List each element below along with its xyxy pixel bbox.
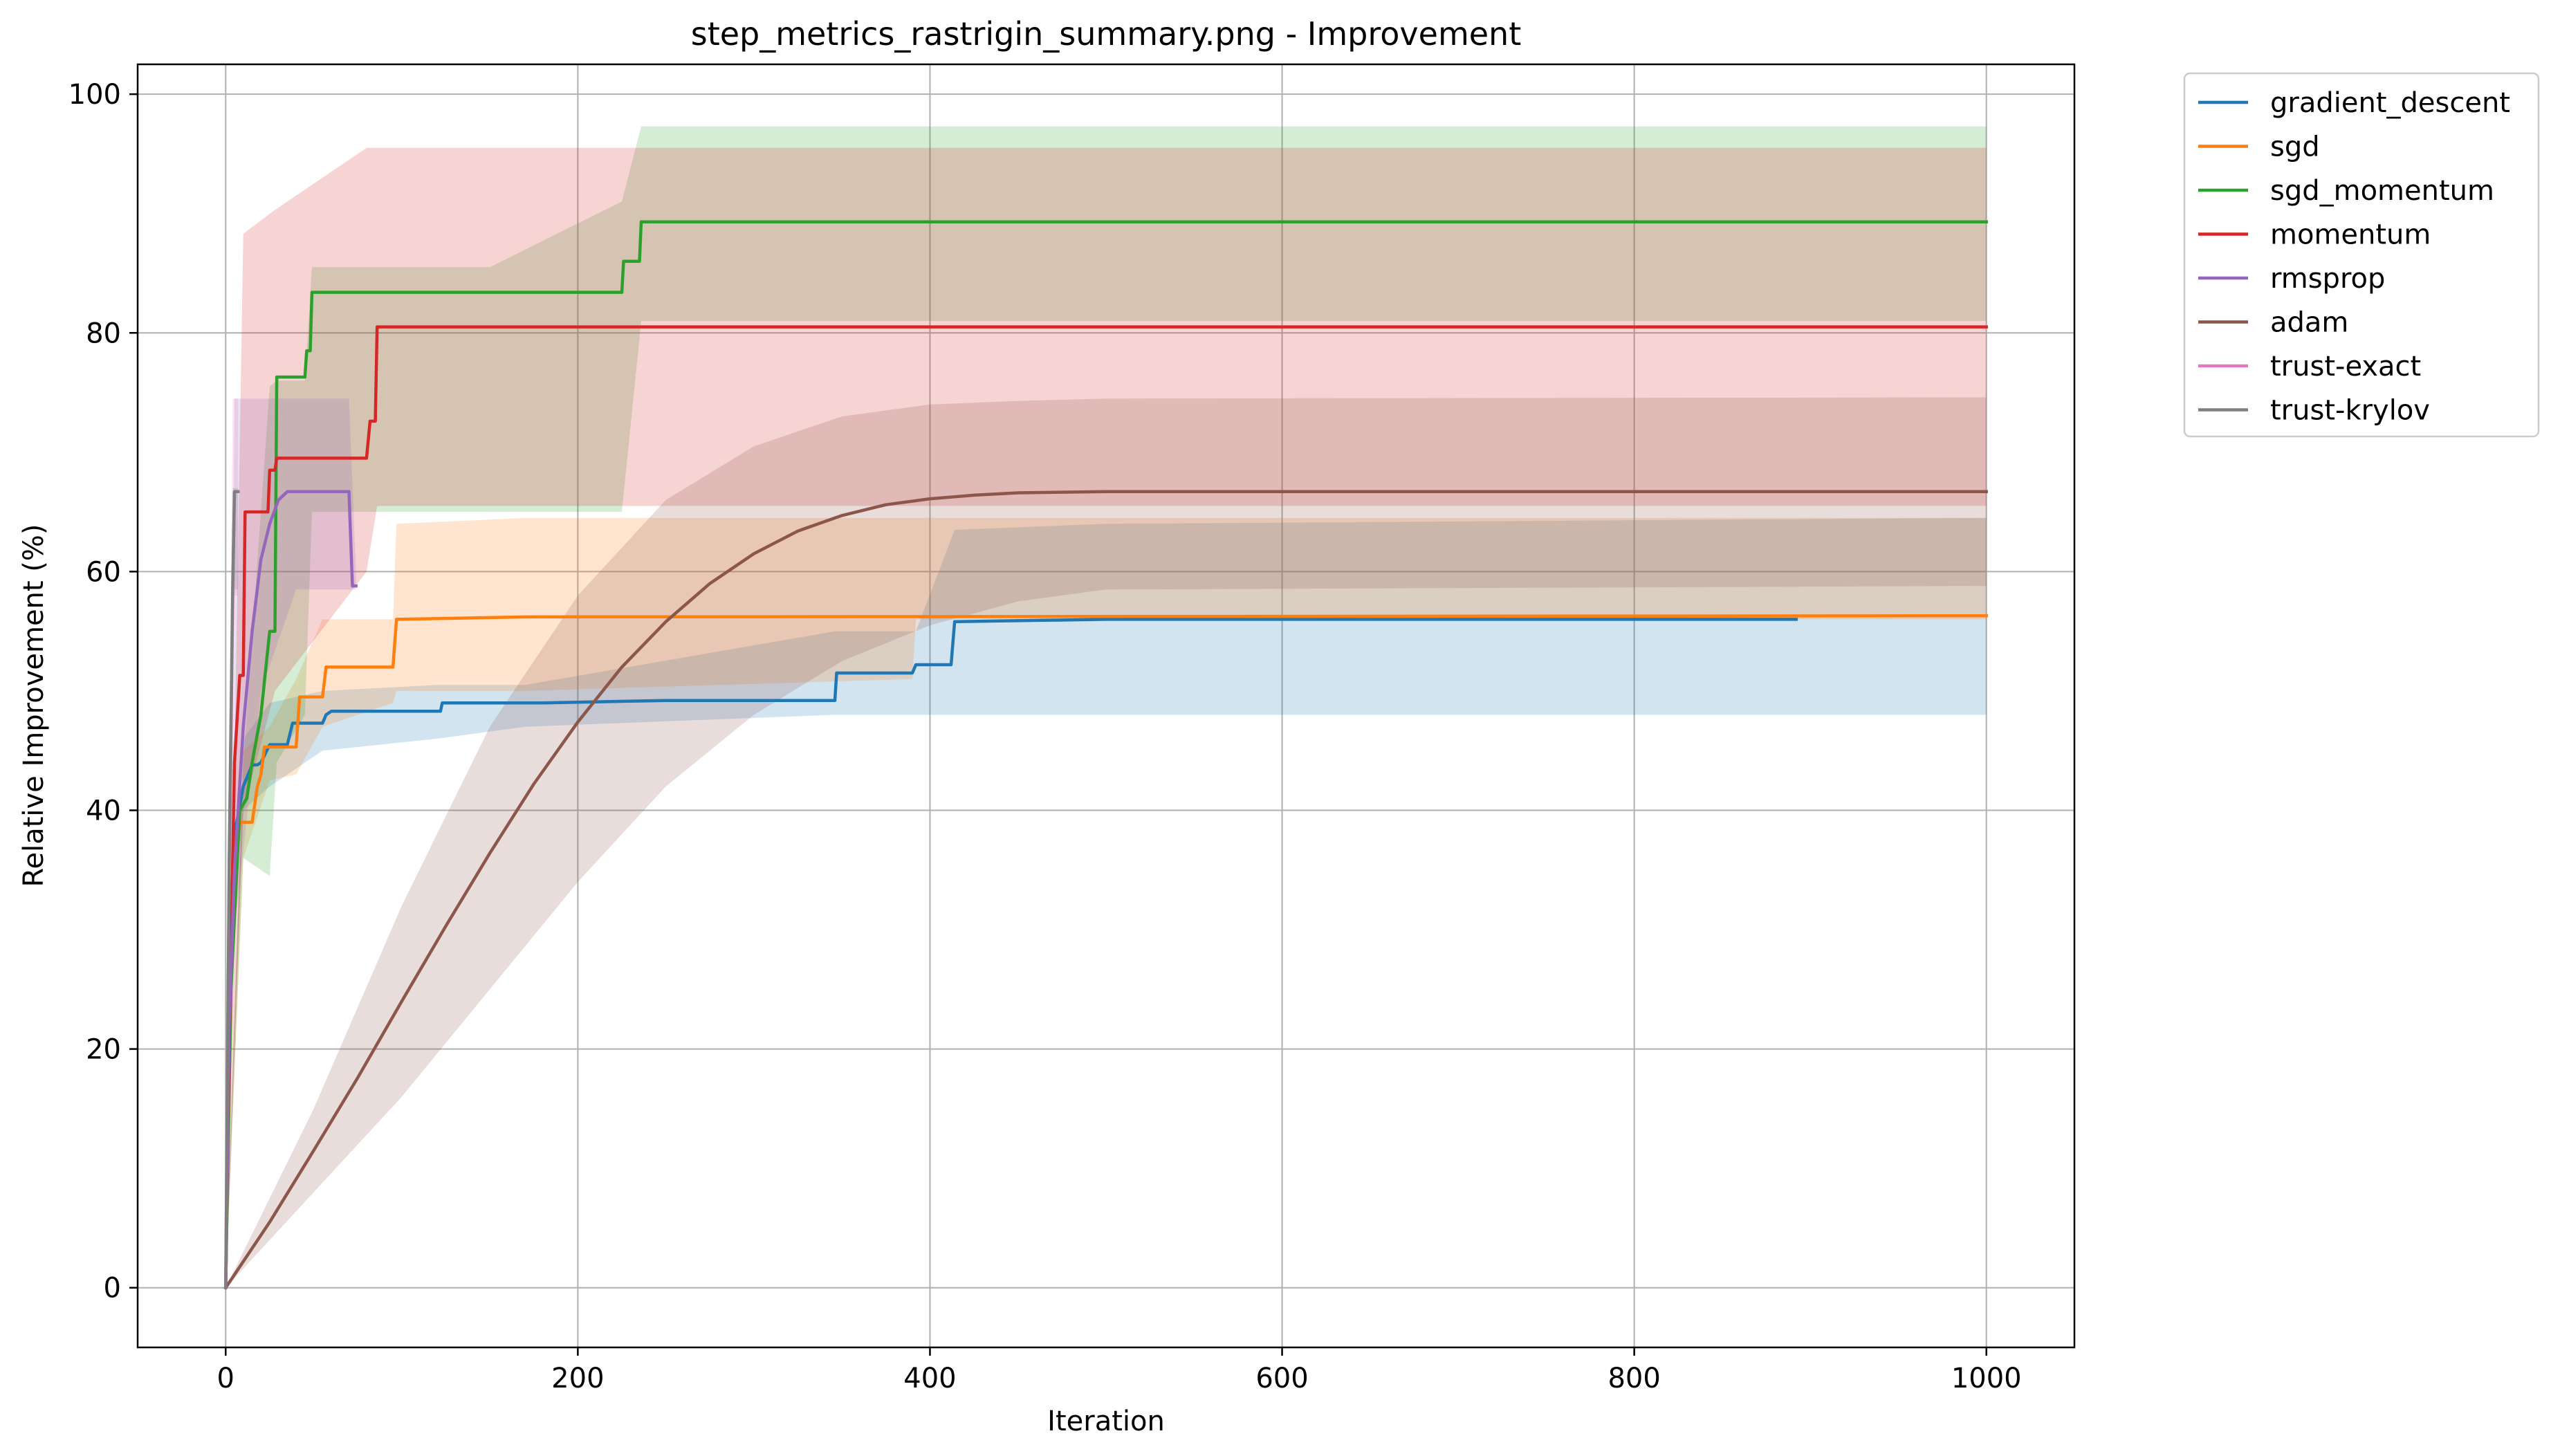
x-tick-label: 800 (1608, 1363, 1660, 1394)
x-tick-label: 0 (217, 1363, 234, 1394)
series-line-sgd (224, 614, 1988, 1289)
y-tick-label: 20 (86, 1034, 121, 1066)
x-tick-label: 200 (551, 1363, 604, 1394)
band-momentum (225, 147, 1987, 1288)
y-tick-label: 80 (86, 317, 121, 349)
x-tick-label: 600 (1255, 1363, 1308, 1394)
series-lines (223, 220, 1988, 1290)
grid-lines (138, 64, 2074, 1347)
legend-label: sgd (2270, 131, 2320, 163)
x-axis-ticks: 0 200 400 600 800 1000 (217, 1347, 2022, 1394)
legend-item: momentum (2198, 219, 2431, 251)
legend-item: sgd (2198, 131, 2320, 163)
legend-label: momentum (2270, 219, 2431, 251)
legend-item: gradient_descent (2198, 87, 2510, 119)
y-axis-ticks: 0 20 40 60 80 100 (68, 79, 138, 1305)
y-tick-label: 0 (104, 1273, 121, 1305)
legend-label: trust-exact (2270, 351, 2421, 383)
y-tick-label: 60 (86, 556, 121, 588)
band-rmsprop (225, 398, 356, 1288)
series-line-momentum (224, 325, 1988, 1289)
y-tick-label: 40 (86, 795, 121, 827)
legend-item: trust-exact (2198, 351, 2421, 383)
y-axis-label: Relative Improvement (%) (18, 524, 50, 887)
plot-area-frame (136, 63, 2076, 1349)
band-sgd_momentum (225, 126, 1987, 1288)
legend-label: rmsprop (2270, 263, 2385, 295)
chart-title: step_metrics_rastrigin_summary.png - Imp… (691, 15, 1522, 53)
x-tick-label: 1000 (1951, 1363, 2022, 1394)
y-tick-label: 100 (68, 79, 121, 111)
x-axis-label: Iteration (1047, 1406, 1165, 1437)
series-line-trust-krylov (224, 490, 240, 1289)
legend-label: trust-krylov (2270, 395, 2430, 427)
legend-item: adam (2198, 307, 2348, 339)
legend-box (2183, 72, 2540, 438)
legend-label: adam (2270, 307, 2348, 339)
series-line-adam (223, 490, 1988, 1290)
series-line-rmsprop (224, 490, 358, 1289)
band-sgd (225, 517, 1987, 1288)
legend-item: trust-krylov (2198, 395, 2430, 427)
x-tick-label: 400 (903, 1363, 956, 1394)
legend-item: rmsprop (2198, 263, 2385, 295)
legend-item: sgd_momentum (2198, 175, 2494, 207)
legend-label: gradient_descent (2270, 87, 2510, 119)
band-gradient_descent (225, 517, 1987, 1288)
series-line-sgd_momentum (224, 220, 1988, 1289)
legend-label: sgd_momentum (2270, 175, 2494, 207)
